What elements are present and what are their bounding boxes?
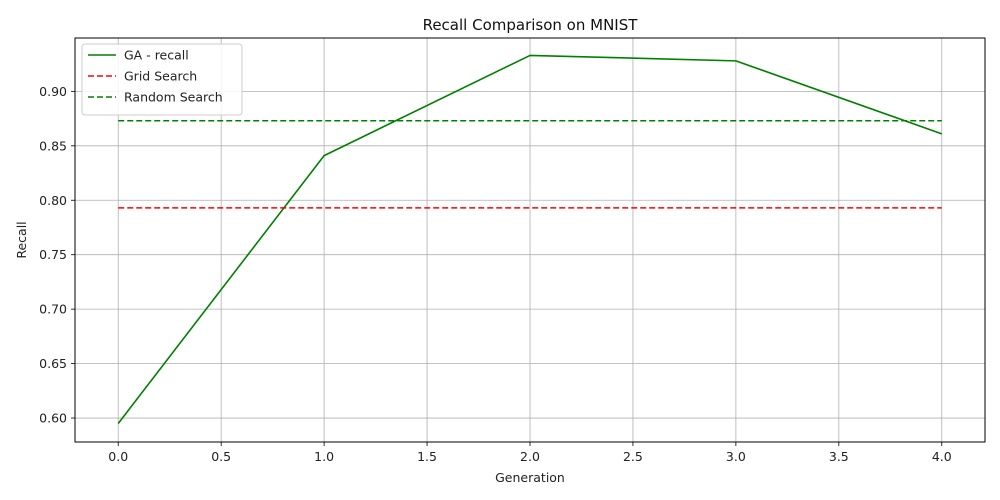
series-lines	[117, 54, 943, 424]
x-axis-title: Generation	[495, 470, 565, 485]
grid-lines	[75, 38, 985, 442]
x-tick-label: 3.0	[726, 449, 746, 464]
x-tick-label: 2.5	[623, 449, 643, 464]
chart-title: Recall Comparison on MNIST	[423, 16, 639, 34]
x-tick-label: 1.0	[314, 449, 334, 464]
y-tick-label: 0.70	[39, 302, 67, 317]
legend-label: Grid Search	[124, 69, 197, 84]
y-tick-label: 0.65	[39, 356, 67, 371]
x-tick-label: 4.0	[932, 449, 952, 464]
x-tick-label: 0.0	[108, 449, 128, 464]
series-line-ga-recall	[117, 54, 943, 424]
legend: GA - recall Grid Search Random Search	[81, 43, 243, 116]
y-tick-label: 0.75	[39, 247, 67, 262]
y-tick-label: 0.85	[39, 138, 67, 153]
x-tick-label: 3.5	[829, 449, 849, 464]
y-tick-label: 0.80	[39, 193, 67, 208]
x-tick-label: 1.5	[417, 449, 437, 464]
x-tick-label: 0.5	[211, 449, 231, 464]
x-tick-label: 2.0	[520, 449, 540, 464]
y-axis-title: Recall	[14, 221, 29, 258]
legend-label: GA - recall	[124, 48, 189, 63]
legend-label: Random Search	[124, 90, 223, 105]
y-tick-label: 0.90	[39, 84, 67, 99]
legend-box	[81, 43, 243, 116]
axis-ticks: 0.0 0.5 1.0 1.5 2.0 2.5 3.0 3.5 4.0 0.60 0.65 0.70 0…	[39, 84, 952, 464]
y-tick-label: 0.60	[39, 411, 67, 426]
